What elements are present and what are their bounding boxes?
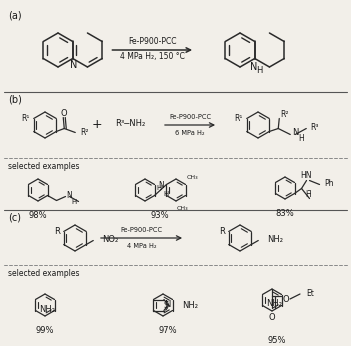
Text: NH₂: NH₂ (266, 300, 282, 309)
Text: CH₃: CH₃ (186, 175, 198, 180)
Text: 4 MPa H₂, 150 °C: 4 MPa H₂, 150 °C (120, 53, 185, 62)
Text: R: R (54, 227, 60, 236)
Text: 95%: 95% (268, 336, 286, 345)
Text: (a): (a) (8, 10, 22, 20)
Text: N: N (250, 62, 257, 72)
Text: H: H (72, 199, 77, 204)
Text: N: N (70, 61, 78, 71)
Text: Fe-P900-PCC: Fe-P900-PCC (169, 114, 211, 120)
Text: N: N (67, 191, 72, 200)
Text: R: R (219, 227, 225, 236)
Text: NH₂: NH₂ (183, 301, 199, 310)
Text: 6 MPa H₂: 6 MPa H₂ (175, 130, 205, 136)
Text: HN: HN (300, 171, 311, 180)
Text: N: N (159, 181, 164, 190)
Text: CH₃: CH₃ (177, 206, 188, 210)
Text: 83%: 83% (276, 209, 294, 218)
Text: selected examples: selected examples (8, 162, 79, 171)
Text: 98%: 98% (29, 211, 47, 220)
Text: 4 MPa H₂: 4 MPa H₂ (127, 243, 156, 249)
Text: 93%: 93% (151, 211, 169, 220)
Text: Ph: Ph (325, 179, 334, 188)
Text: Fe-P900-PCC: Fe-P900-PCC (128, 36, 177, 46)
Text: H: H (257, 66, 263, 75)
Text: Fe-P900-PCC: Fe-P900-PCC (120, 227, 163, 233)
Text: Et: Et (306, 289, 314, 298)
Text: H: H (156, 185, 161, 191)
Text: (c): (c) (8, 212, 21, 222)
Text: N: N (164, 300, 170, 309)
Text: NH₂: NH₂ (267, 235, 283, 244)
Text: H: H (163, 191, 168, 197)
Text: (b): (b) (8, 94, 22, 104)
Text: R¹: R¹ (21, 114, 30, 123)
Text: R¹: R¹ (234, 114, 243, 123)
Text: R³: R³ (310, 123, 319, 132)
Text: N: N (292, 128, 299, 137)
Text: NH₂: NH₂ (39, 304, 55, 313)
Text: 97%: 97% (159, 326, 177, 335)
Text: R²: R² (280, 110, 289, 119)
Text: R²: R² (80, 128, 89, 137)
Text: selected examples: selected examples (8, 269, 79, 278)
Text: S: S (163, 301, 168, 310)
Text: R³─NH₂: R³─NH₂ (115, 118, 145, 127)
Text: 99%: 99% (36, 326, 54, 335)
Text: H̄: H̄ (306, 190, 311, 199)
Text: O: O (269, 313, 275, 322)
Text: +: + (92, 118, 102, 131)
Text: O: O (61, 109, 68, 118)
Text: O: O (283, 294, 289, 303)
Text: H: H (298, 134, 304, 143)
Text: NO₂: NO₂ (102, 235, 119, 244)
